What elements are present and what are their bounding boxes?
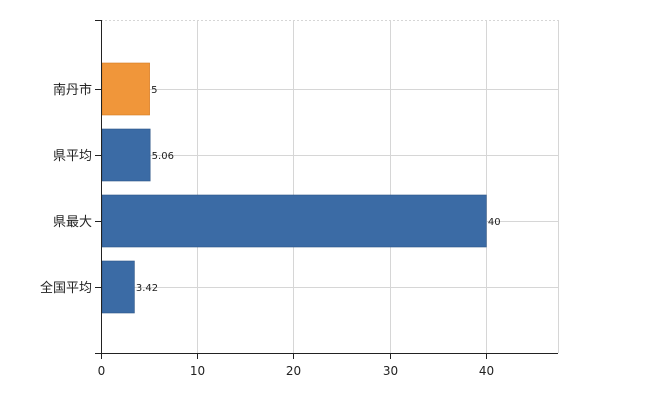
bar-2 (101, 194, 487, 248)
data-label-1: 5.06 (152, 151, 174, 162)
data-label-2: 40 (488, 217, 501, 228)
labels: 5 南丹市 5.06 県平均 40 県最大 3.42 全国平均 0 10 20 30 40 (40, 82, 501, 378)
data-label-0: 5 (151, 85, 157, 96)
bars (101, 62, 487, 314)
grid-lines (101, 20, 559, 353)
data-label-3: 3.42 (136, 283, 158, 294)
x-tick-label-30: 30 (383, 364, 398, 378)
x-tick-label-0: 0 (98, 364, 106, 378)
y-tick-label-1: 県平均 (53, 149, 92, 164)
bar-3 (101, 260, 135, 314)
y-tick-label-3: 全国平均 (40, 280, 92, 296)
bar-1 (101, 128, 151, 182)
x-tick-label-20: 20 (286, 364, 301, 378)
axes (95, 20, 558, 359)
x-tick-label-10: 10 (190, 364, 205, 378)
bar-0 (101, 62, 150, 116)
y-tick-label-0: 南丹市 (53, 82, 92, 98)
y-tick-label-2: 県最大 (53, 215, 92, 230)
x-tick-label-40: 40 (479, 364, 494, 378)
